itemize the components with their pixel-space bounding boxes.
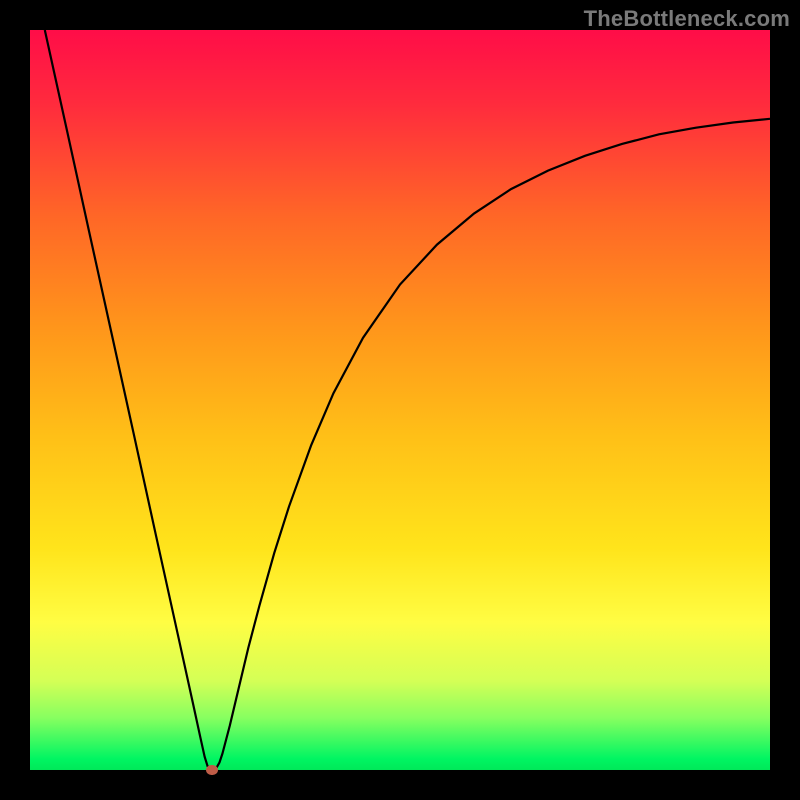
- chart-plot-area: [30, 30, 770, 770]
- watermark-text: TheBottleneck.com: [584, 6, 790, 32]
- outer-frame: TheBottleneck.com: [0, 0, 800, 800]
- minimum-marker: [206, 765, 218, 775]
- chart-background: [30, 30, 770, 770]
- chart-svg: [30, 30, 770, 770]
